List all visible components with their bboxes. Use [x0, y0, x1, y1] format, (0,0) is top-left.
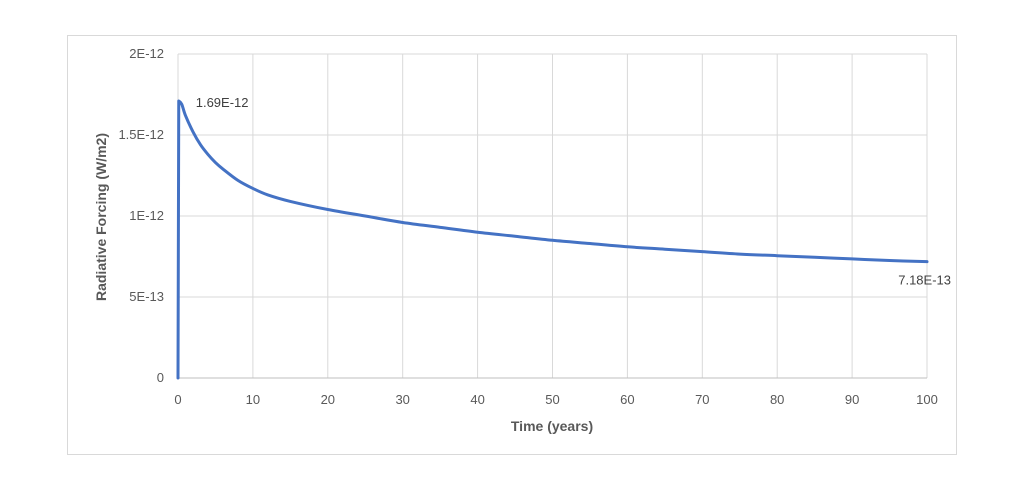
- y-tick-label: 5E-13: [129, 289, 164, 304]
- y-tick-label: 0: [157, 370, 164, 385]
- x-tick-label: 20: [321, 392, 335, 407]
- chart-frame: [67, 35, 957, 455]
- x-axis-title: Time (years): [511, 418, 593, 434]
- y-tick-label: 1E-12: [129, 208, 164, 223]
- y-axis-title: Radiative Forcing (W/m2): [93, 133, 109, 301]
- data-label-end: 7.18E-13: [898, 273, 951, 288]
- x-tick-label: 70: [695, 392, 709, 407]
- y-tick-label: 1.5E-12: [118, 127, 164, 142]
- x-tick-labels: 0 10 20 30 40 50 60 70 80 90 100: [174, 392, 937, 407]
- series-layer: [176, 99, 929, 380]
- x-gridlines: [252, 54, 928, 378]
- data-label-peak: 1.69E-12: [196, 95, 249, 110]
- x-tick-label: 60: [620, 392, 634, 407]
- y-tick-label: 2E-12: [129, 46, 164, 61]
- x-tick-label: 0: [174, 392, 181, 407]
- x-tick-label: 30: [395, 392, 409, 407]
- x-tick-label: 40: [470, 392, 484, 407]
- x-tick-label: 100: [916, 392, 938, 407]
- x-tick-label: 80: [770, 392, 784, 407]
- series-line: [176, 99, 929, 380]
- data-labels: 1.69E-12 7.18E-13: [196, 95, 951, 287]
- x-tick-label: 50: [545, 392, 559, 407]
- x-tick-label: 10: [246, 392, 260, 407]
- x-tick-label: 90: [845, 392, 859, 407]
- y-tick-labels: 0 5E-13 1E-12 1.5E-12 2E-12: [118, 46, 164, 385]
